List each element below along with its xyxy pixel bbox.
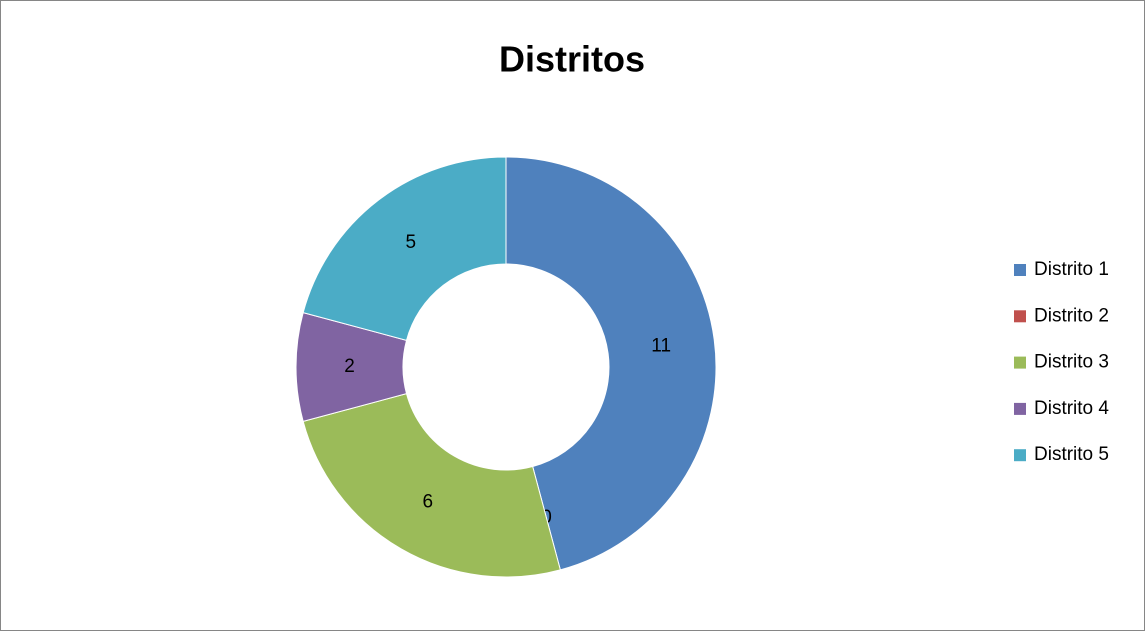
donut-segment [302, 393, 561, 578]
legend-swatch [1014, 402, 1026, 415]
data-label: 6 [422, 492, 433, 513]
legend-swatch [1014, 264, 1026, 276]
legend-swatch [1014, 449, 1026, 462]
legend-label: Distrito 2 [1034, 305, 1109, 326]
data-label: 5 [405, 232, 416, 253]
legend-swatch [1014, 356, 1026, 369]
legend-label: Distrito 5 [1034, 444, 1109, 465]
legend-swatch [1014, 310, 1026, 323]
donut-segment [302, 156, 507, 341]
legend-label: Distrito 1 [1034, 259, 1109, 280]
data-label: 11 [651, 336, 671, 357]
donut-segment [505, 156, 717, 571]
chart-title: Distritos [499, 39, 645, 80]
legend-label: Distrito 4 [1034, 398, 1109, 419]
legend-label: Distrito 3 [1034, 352, 1109, 373]
data-label: 2 [344, 356, 355, 377]
